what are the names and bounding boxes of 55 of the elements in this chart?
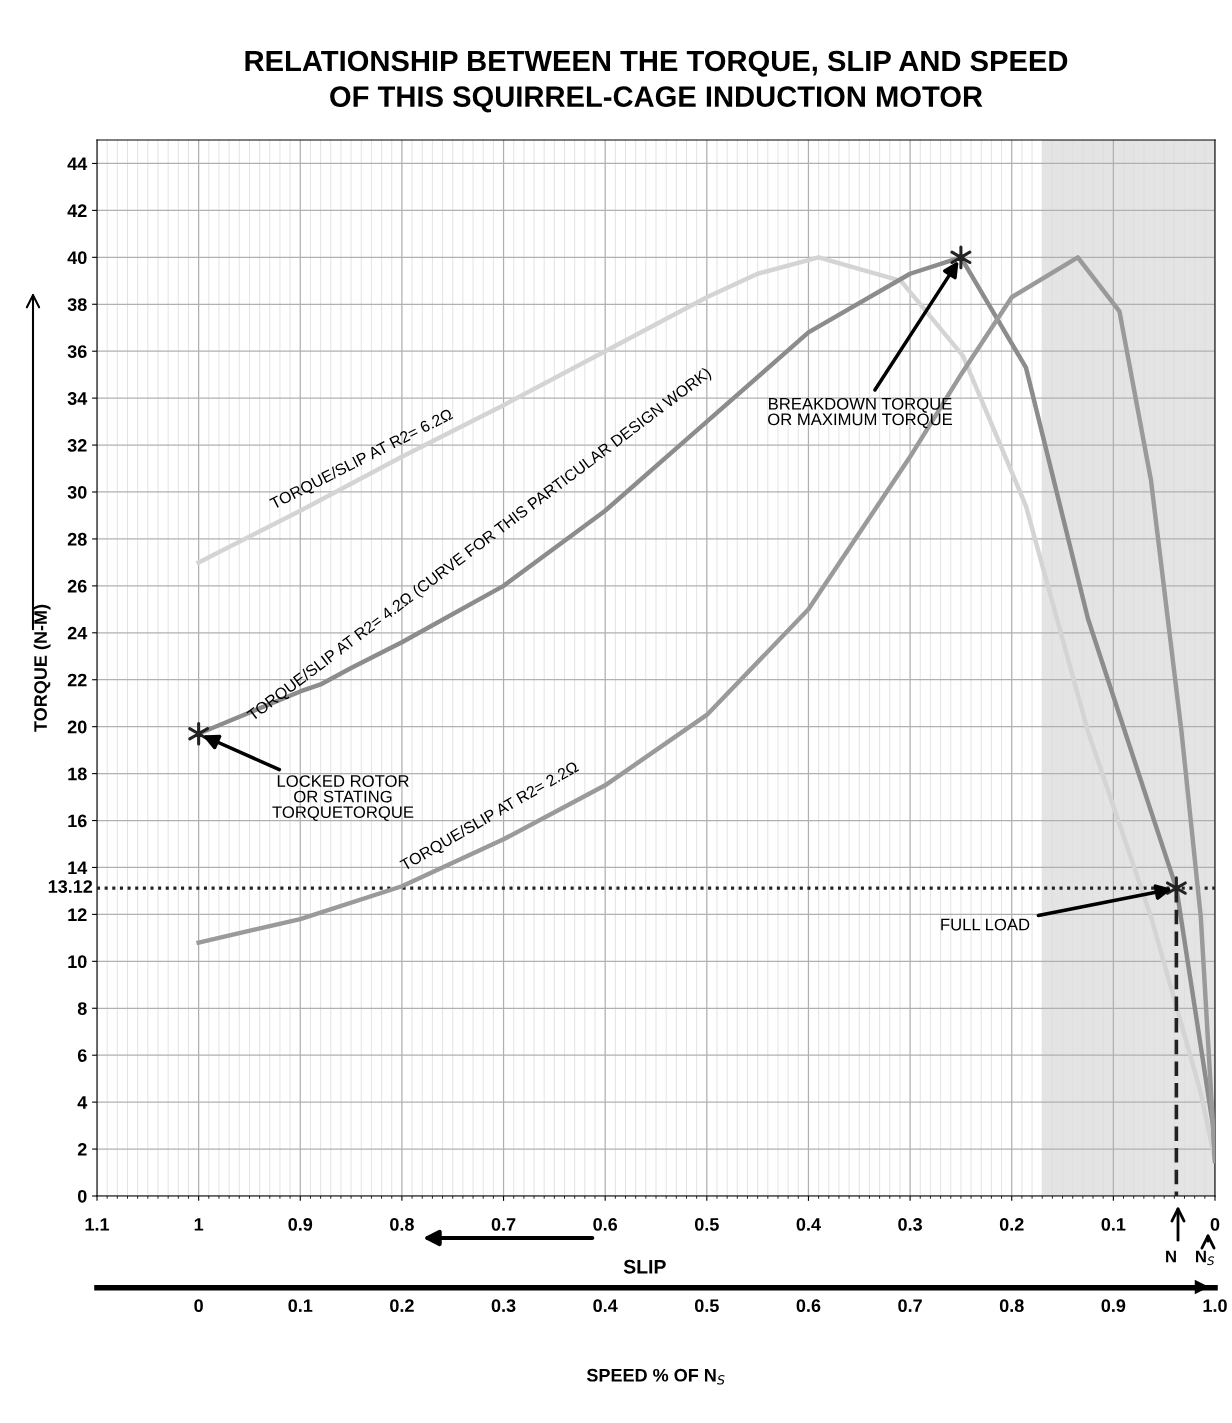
y-tick-label: 0 [77,1189,87,1203]
y-tick-label: 28 [67,532,87,546]
y-tick-label: 20 [67,720,87,734]
y-tick-label: 24 [67,626,88,640]
y-tick-label: 16 [68,814,87,828]
x-tick-label: 0.7 [491,1218,516,1231]
x-tick-label: 0.9 [288,1218,313,1231]
y-tick-label: 30 [67,485,87,499]
y-tick-label: 38 [67,298,87,312]
annotation: FULL LOAD [941,918,1030,931]
y-tick-label: 44 [67,157,88,171]
x-tick-label: 0.2 [999,1218,1024,1231]
y-tick-label: 22 [67,673,87,687]
y-tick-label: 6 [77,1049,87,1062]
y-tick-label: 2 [77,1143,87,1156]
x2-tick-label: 0.8 [999,1299,1024,1313]
x-tick-label: 0.1 [1101,1218,1126,1231]
ref-line-label: 13.12 [48,880,93,893]
x2-tick-label: 0.9 [1101,1299,1126,1313]
x2-tick-label: 0.7 [898,1299,922,1313]
y-tick-label: 12 [68,908,87,921]
x2-tick-label: 0.6 [796,1299,821,1313]
y-tick-label: 18 [68,767,87,781]
x-tick-label: 0.8 [390,1218,414,1231]
x-axis-title: SLIP [623,1259,666,1274]
x-tick-label: 0.5 [694,1218,719,1231]
x2-tick-label: 1.0 [1203,1299,1227,1313]
x2-tick-label: 0 [194,1299,203,1313]
x2-tick-label: 0.4 [593,1299,618,1313]
y-tick-label: 42 [67,204,87,217]
text: N$_{S}$ [1196,1250,1215,1266]
x-tick-label: 0.6 [593,1218,618,1231]
x-tick-label: 1.1 [85,1218,110,1231]
y-tick-label: 4 [77,1096,88,1109]
y-tick-label: 32 [67,439,87,452]
y-tick-label: 14 [68,861,88,875]
text: N [1166,1250,1176,1263]
y-axis-title: TORQUE (N-M) [33,604,51,732]
y-tick-label: 10 [68,955,87,969]
x-tick-label: 0.3 [898,1218,922,1231]
y-tick-label: 26 [67,579,87,593]
x-tick-label: 0 [1210,1218,1220,1231]
x2-tick-label: 0.2 [390,1299,414,1313]
x2-tick-label: 0.5 [694,1299,719,1313]
x2-tick-label: 0.1 [288,1299,313,1313]
annotation: BREAKDOWN TORQUE OR MAXIMUM TORQUE [768,397,953,429]
chart-title: RELATIONSHIP BETWEEN THE TORQUE, SLIP AND SPEED OF THIS SQUIRREL-CAGE INDUCTION MOTOR [245,50,1068,113]
x2-axis-title: SPEED % OF N$_{S}$ [586,1368,725,1385]
y-tick-label: 40 [67,251,87,265]
y-tick-label: 36 [67,345,87,358]
x-tick-label: 0.4 [796,1218,821,1231]
y-tick-label: 34 [67,392,88,405]
x-tick-label: 1 [194,1218,204,1231]
y-tick-label: 8 [77,1002,87,1015]
x2-tick-label: 0.3 [491,1299,516,1313]
